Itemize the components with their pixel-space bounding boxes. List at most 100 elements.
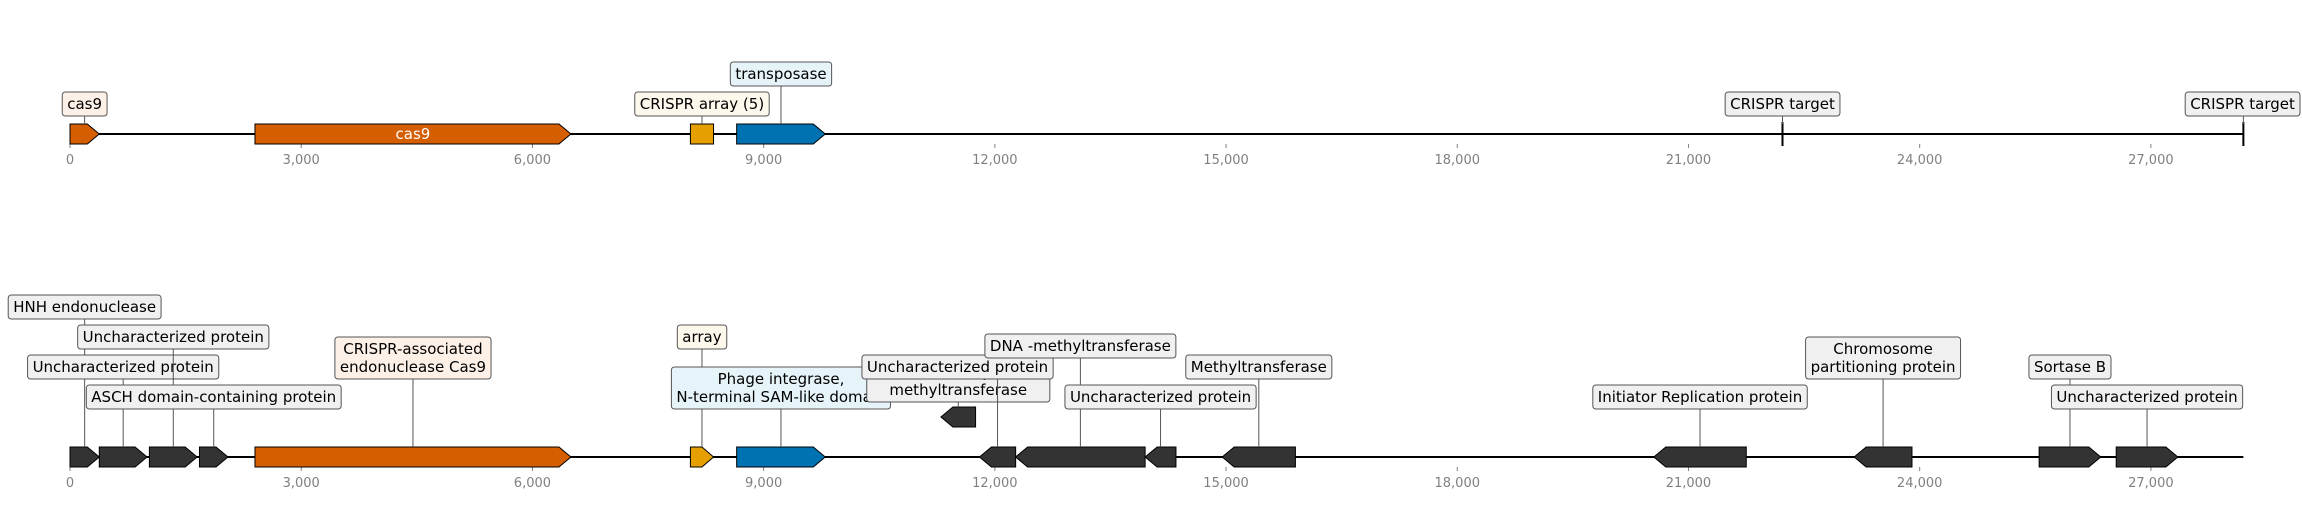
gene-arrow xyxy=(736,446,827,468)
gene-arrow xyxy=(2115,446,2179,468)
feature-label-text: Phage integrase, N-terminal SAM-like doma… xyxy=(676,370,885,406)
gene-feature-other[interactable]: ASCH domain-containing protein xyxy=(85,384,342,468)
axis-tick-label: 6,000 xyxy=(514,476,551,491)
feature-label: Chromosome partitioning protein xyxy=(1805,336,1962,380)
gene-arrow xyxy=(689,123,715,145)
gene-feature-target[interactable]: CRISPR target xyxy=(2184,91,2301,146)
feature-label-text: CRISPR target xyxy=(1730,95,1835,113)
axis-tick-label: 9,000 xyxy=(745,476,782,491)
feature-label: Phage integrase, N-terminal SAM-like doma… xyxy=(670,366,892,410)
feature-label: CRISPR-associated endonuclease Cas9 xyxy=(334,336,492,380)
gene-arrow xyxy=(689,446,715,468)
gene-arrow xyxy=(2038,446,2102,468)
axis-tick-label: 18,000 xyxy=(1435,476,1481,491)
gene-arrow xyxy=(254,446,572,468)
gene-feature-other[interactable]: Chromosome partitioning protein xyxy=(1805,336,1962,468)
gene-arrow xyxy=(1014,446,1146,468)
axis-tick-label: 12,000 xyxy=(972,153,1018,168)
feature-label: ASCH domain-containing protein xyxy=(85,384,342,410)
feature-label-text: transposase xyxy=(735,65,826,83)
label-box xyxy=(27,354,220,380)
gene-feature-other[interactable]: Sortase B xyxy=(2028,354,2112,468)
gene-feature-transposase[interactable]: transposase xyxy=(729,61,833,145)
feature-label: transposase xyxy=(729,61,833,87)
label-box xyxy=(1724,91,1841,117)
feature-label: Uncharacterized protein xyxy=(77,324,270,350)
feature-label: Methyltransferase xyxy=(1185,354,1333,380)
feature-label-text: Uncharacterized protein xyxy=(83,328,264,346)
feature-label-text: Initiator Replication protein xyxy=(1598,388,1802,406)
gene-arrow xyxy=(69,446,101,468)
feature-label: array xyxy=(676,324,728,350)
feature-label-text: HNH endonuclease xyxy=(13,298,156,316)
feature-label-text: Sortase B xyxy=(2034,358,2106,376)
axis-tick-label: 3,000 xyxy=(283,476,320,491)
label-box xyxy=(2184,91,2301,117)
feature-label-text: array xyxy=(682,328,721,346)
gene-feature-other[interactable]: DNA -methyltransferase xyxy=(984,333,1177,468)
genome-track-top: 0 3,000 6,000 9,000 12,000 15,000 18,000 21,000… xyxy=(61,61,2301,168)
gene-arrow xyxy=(1221,446,1296,468)
gene-arrow xyxy=(254,123,572,145)
feature-label: Uncharacterized protein xyxy=(861,354,1054,380)
feature-label-text: CRISPR target xyxy=(2190,95,2295,113)
axis-tick-label: 15,000 xyxy=(1203,153,1249,168)
label-box xyxy=(1064,384,1257,410)
feature-label: CRISPR target xyxy=(2184,91,2301,117)
gene-feature-other[interactable]: Uncharacterized protein xyxy=(77,324,270,468)
feature-label: Uncharacterized protein xyxy=(27,354,220,380)
gene-inner-label: cas9 xyxy=(396,125,431,143)
axis-tick-label: 6,000 xyxy=(514,153,551,168)
gene-arrow xyxy=(1653,446,1747,468)
label-box xyxy=(2050,384,2244,410)
axis-tick-label: 24,000 xyxy=(1897,476,1943,491)
label-box xyxy=(1185,354,1333,380)
feature-label-text: CRISPR-associated endonuclease Cas9 xyxy=(340,340,486,376)
gene-feature-other[interactable]: HNH endonuclease xyxy=(7,294,162,468)
gene-arrow xyxy=(1853,446,1913,468)
gene-feature-other[interactable]: Uncharacterized protein xyxy=(861,354,1054,468)
gene-feature-cas[interactable]: CRISPR-associated endonuclease Cas9 xyxy=(254,336,572,468)
gene-arrow xyxy=(69,123,101,145)
axis-tick-label: 24,000 xyxy=(1897,153,1943,168)
feature-label-text: Methyltransferase xyxy=(1191,358,1327,376)
gene-feature-cas[interactable]: cas9 xyxy=(61,91,108,145)
feature-label-text: ASCH domain-containing protein xyxy=(91,388,336,406)
feature-label: CRISPR target xyxy=(1724,91,1841,117)
label-box xyxy=(77,324,270,350)
gene-feature-other[interactable]: Uncharacterized protein xyxy=(27,354,220,468)
feature-label: Sortase B xyxy=(2028,354,2112,380)
axis-tick-label: 0 xyxy=(66,476,74,491)
gene-arrow xyxy=(940,406,977,428)
gene-arrow xyxy=(148,446,198,468)
feature-label-text: DNA -methyltransferase xyxy=(990,337,1171,355)
feature-label: Uncharacterized protein xyxy=(1064,384,1257,410)
feature-label-text: Uncharacterized protein xyxy=(33,358,214,376)
gene-feature-array[interactable]: CRISPR array (5) xyxy=(634,91,770,145)
feature-label: Uncharacterized protein xyxy=(2050,384,2244,410)
label-box xyxy=(729,61,833,87)
label-box xyxy=(2028,354,2112,380)
feature-label-text: Uncharacterized protein xyxy=(867,358,1048,376)
gene-feature-other[interactable]: Methyltransferase xyxy=(1185,354,1333,468)
gene-feature-other[interactable]: Uncharacterized protein xyxy=(1064,384,1257,468)
axis-tick-label: 15,000 xyxy=(1203,476,1249,491)
feature-label: DNA -methyltransferase xyxy=(984,333,1177,359)
label-box xyxy=(984,333,1177,359)
axis-tick-label: 3,000 xyxy=(283,153,320,168)
feature-label: HNH endonuclease xyxy=(7,294,162,320)
label-box xyxy=(1805,336,1962,380)
gene-feature-array[interactable]: array xyxy=(676,324,728,468)
gene-feature-transposase[interactable]: Phage integrase, N-terminal SAM-like doma… xyxy=(670,366,892,468)
feature-label: Initiator Replication protein xyxy=(1592,384,1808,410)
axis-tick-label: 9,000 xyxy=(745,153,782,168)
label-box xyxy=(1592,384,1808,410)
gene-feature-cas[interactable]: cas9 xyxy=(254,123,572,145)
gene-feature-target[interactable]: CRISPR target xyxy=(1724,91,1841,146)
feature-label: cas9 xyxy=(61,91,108,117)
axis-tick-label: 27,000 xyxy=(2128,153,2174,168)
gene-feature-other[interactable]: Initiator Replication protein xyxy=(1592,384,1808,468)
gene-feature-other[interactable]: Uncharacterized protein xyxy=(2050,384,2244,468)
feature-label-text: CRISPR array (5) xyxy=(640,95,764,113)
